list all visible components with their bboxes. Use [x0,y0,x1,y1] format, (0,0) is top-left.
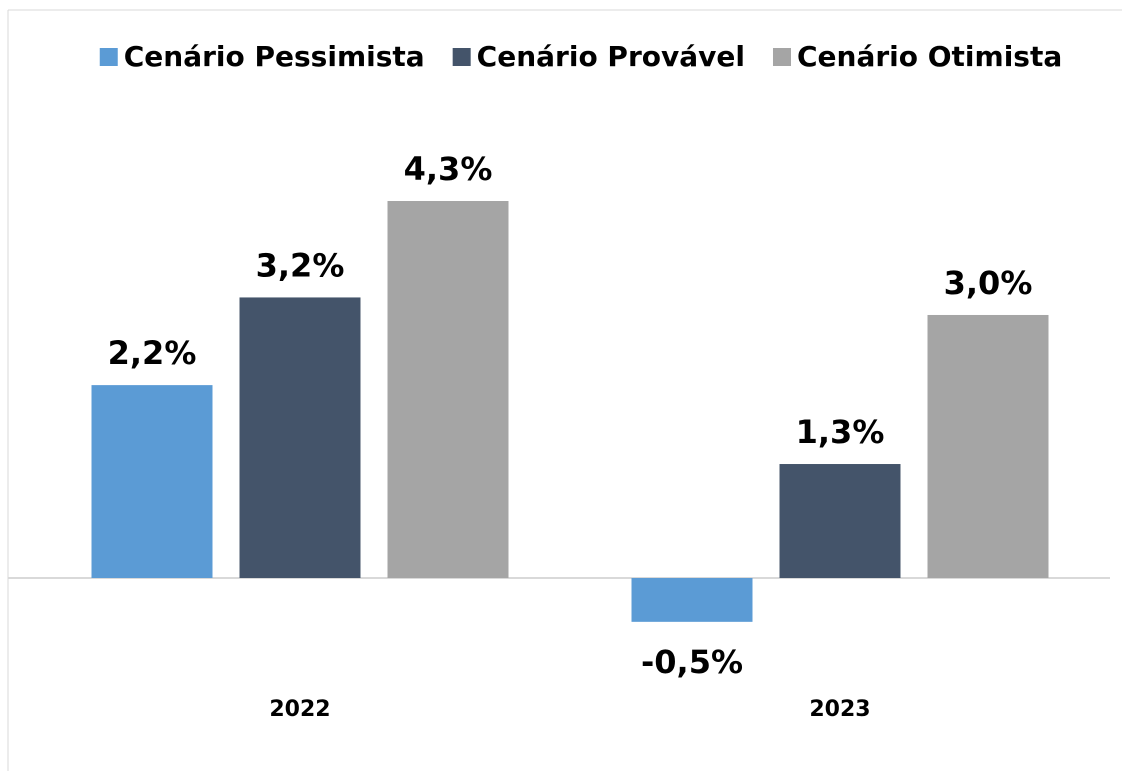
bar [779,464,901,578]
bar [631,578,753,622]
bar [927,314,1049,578]
x-tick-label: 2023 [809,697,870,722]
legend-swatch [99,48,118,66]
legend-label: Cenário Otimista [797,40,1062,73]
legend-swatch [452,48,471,66]
value-label: 3,2% [256,246,345,284]
legend-label: Cenário Pessimista [124,40,425,73]
legend-swatch [772,48,791,66]
value-label: 1,3% [796,413,885,451]
legend-label: Cenário Provável [477,40,745,73]
bar [239,297,361,578]
value-label: 2,2% [108,334,197,372]
value-label: 4,3% [404,150,493,188]
bar [387,201,509,578]
value-label: -0,5% [641,643,743,681]
bar [91,385,213,578]
value-label: 3,0% [944,264,1033,302]
x-tick-label: 2022 [269,697,330,722]
